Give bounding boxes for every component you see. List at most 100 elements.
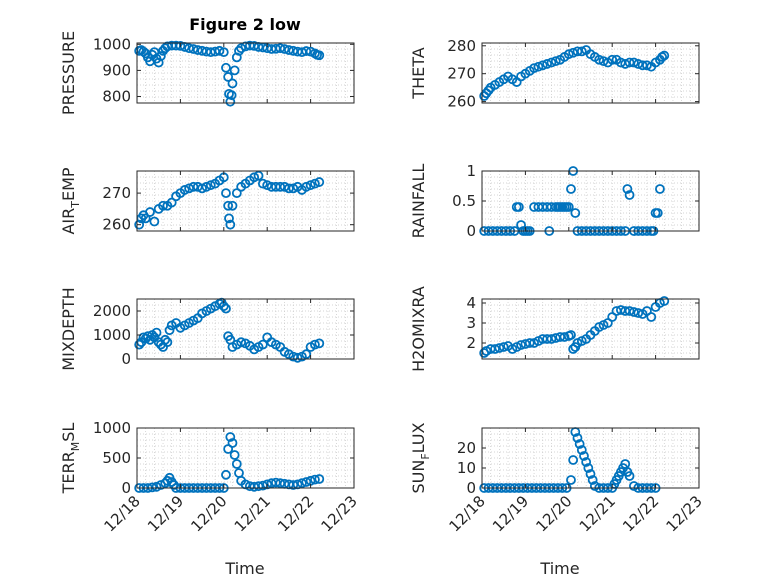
data-point [652, 208, 663, 218]
data-point [587, 475, 598, 485]
data-point [607, 54, 618, 65]
data-point [184, 43, 194, 54]
y-axis-label: TERRMSL [59, 423, 82, 495]
y-axis-label: THETA [409, 47, 428, 99]
data-point [310, 178, 320, 189]
data-point [579, 451, 589, 461]
subplot-theta: 260 270 280 THETA [409, 37, 700, 111]
data-point [275, 181, 286, 192]
grid-lines [481, 427, 700, 489]
axes-box [481, 298, 700, 360]
data-point [490, 344, 500, 354]
data-point [572, 433, 583, 443]
data-point [231, 188, 242, 199]
data-point [283, 183, 294, 194]
data-point [563, 202, 574, 212]
data-point [164, 325, 175, 336]
series-markers [134, 40, 325, 107]
data-point [253, 481, 264, 492]
data-point [279, 181, 290, 192]
data-point [227, 200, 238, 211]
data-point [236, 337, 247, 348]
data-point [513, 202, 524, 212]
axes-box [136, 170, 355, 232]
data-point [221, 62, 231, 73]
data-point [301, 349, 312, 360]
data-point [576, 46, 587, 57]
data-point [659, 296, 670, 306]
series-markers [479, 296, 670, 358]
data-point [155, 51, 166, 61]
data-point [197, 183, 208, 194]
data-point [629, 307, 639, 317]
axes-box [136, 298, 355, 360]
data-point [227, 438, 238, 448]
data-point [574, 439, 585, 449]
y-tick-label: 2000 [93, 302, 131, 320]
data-point [188, 181, 199, 192]
data-point [262, 180, 273, 191]
data-point [184, 183, 194, 194]
figure-title: Figure 2 low [189, 15, 301, 34]
data-point [659, 50, 670, 61]
data-point [275, 43, 286, 54]
data-point [624, 471, 635, 481]
x-axis-label-left: Time [224, 559, 264, 578]
y-axis-label: PRESSURE [59, 31, 78, 115]
y-tick-label: 260 [447, 93, 476, 111]
data-point [223, 200, 234, 211]
data-point [201, 181, 212, 192]
data-point [301, 181, 312, 192]
data-point [166, 197, 177, 208]
data-point [301, 46, 312, 56]
data-point [629, 57, 639, 68]
subplot-air_temp: 260 270 AIRTEMP [59, 167, 355, 235]
data-point [221, 188, 231, 199]
data-point [642, 60, 652, 71]
data-point [288, 480, 299, 490]
axes-box [481, 427, 700, 489]
data-point [516, 340, 526, 350]
data-point [134, 339, 145, 350]
data-point [566, 330, 576, 340]
y-axis-label: RAINFALL [409, 164, 428, 239]
data-point [570, 208, 581, 218]
data-point [646, 312, 657, 322]
y-tick-label: 2 [466, 334, 476, 352]
data-point [314, 177, 325, 187]
data-point [494, 343, 505, 353]
data-point [594, 54, 605, 65]
y-tick-label: 900 [102, 61, 131, 79]
data-point [283, 45, 294, 55]
data-point [225, 432, 236, 442]
y-tick-label: 1 [466, 162, 476, 180]
y-tick-label: 3 [466, 314, 476, 332]
y-tick-label: 270 [102, 184, 131, 202]
data-point [249, 172, 260, 183]
y-tick-label: 280 [447, 37, 476, 55]
data-point [583, 463, 594, 473]
y-tick-label: 0 [121, 350, 131, 368]
data-point [229, 450, 240, 460]
data-point [546, 57, 557, 68]
data-point [624, 190, 635, 200]
subplot-rainfall: 0 0.5 1 RAINFALL [409, 162, 700, 240]
y-tick-label: 0 [466, 479, 476, 497]
data-point [279, 44, 290, 54]
data-point [227, 78, 238, 89]
data-point [224, 213, 234, 224]
y-tick-label: 1000 [93, 419, 131, 437]
data-point [160, 334, 171, 345]
data-point [214, 45, 225, 56]
y-tick-label: 0.5 [452, 192, 476, 210]
y-tick-label: 0 [121, 479, 131, 497]
data-point [249, 40, 260, 51]
data-point [624, 306, 635, 316]
data-point [314, 474, 325, 484]
data-point [205, 180, 216, 191]
y-tick-label: 0 [466, 222, 476, 240]
series-markers [134, 170, 325, 230]
y-tick-label: 4 [466, 294, 476, 312]
